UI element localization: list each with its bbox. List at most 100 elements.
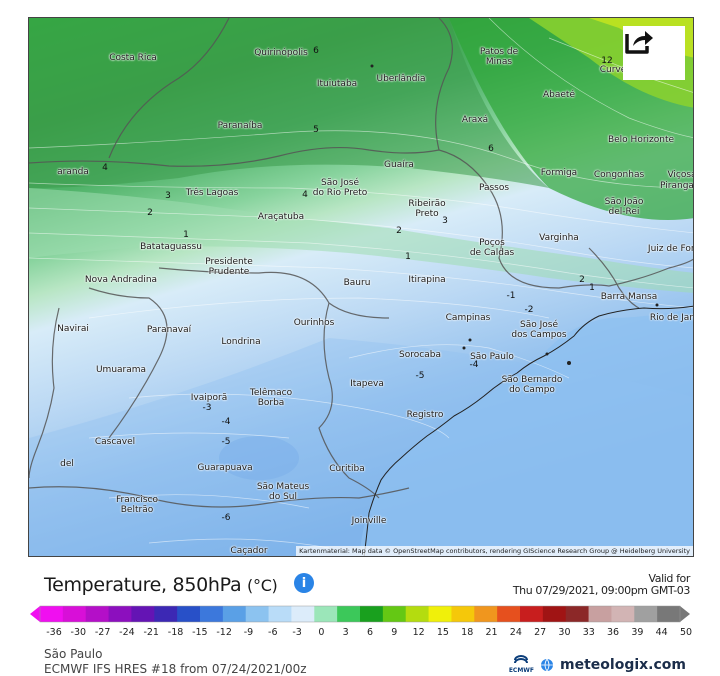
city-label: Registro xyxy=(406,410,444,420)
scale-frame xyxy=(39,605,681,623)
scale-tick-label: -21 xyxy=(143,627,159,638)
scale-swatch xyxy=(657,606,681,622)
city-label: Ribeirão Preto xyxy=(408,199,446,219)
scale-swatch xyxy=(62,606,87,622)
scale-tick-label: -24 xyxy=(119,627,135,638)
city-label: aranda xyxy=(57,167,89,177)
city-label: São Mateus do Sul xyxy=(256,482,310,502)
brand[interactable]: ECMWF meteologix.com xyxy=(509,655,686,674)
scale-swatch xyxy=(131,606,155,622)
city-label: Paranavaí xyxy=(146,325,192,335)
valid-label: Valid for xyxy=(648,572,690,585)
isotherm-value: 6 xyxy=(313,46,319,56)
legend-unit: (°C) xyxy=(247,576,278,595)
scale-swatch xyxy=(565,606,590,622)
city-label: Rio de Janeiro xyxy=(649,313,694,323)
share-button[interactable] xyxy=(623,26,685,80)
city-label: Presidente Prudente xyxy=(205,257,253,277)
city-label: Belo Horizonte xyxy=(607,135,675,145)
isotherm-value: 12 xyxy=(601,56,613,66)
isotherm-value: 2 xyxy=(396,226,402,236)
model-info: ECMWF IFS HRES #18 from 07/24/2021/00z xyxy=(44,662,307,676)
scale-swatch xyxy=(200,606,224,622)
isotherm-value: -6 xyxy=(221,513,231,523)
city-label: Bauru xyxy=(343,278,371,288)
scale-swatch xyxy=(497,606,521,622)
scale-tick-label: 33 xyxy=(582,627,595,638)
scale-swatch xyxy=(428,606,452,622)
scale-tick-label: 15 xyxy=(436,627,449,638)
isotherm-value: -3 xyxy=(202,403,212,413)
scale-swatch xyxy=(360,606,384,622)
green-band xyxy=(29,18,549,188)
scale-tick-label: 18 xyxy=(461,627,474,638)
scale-tick-label: -9 xyxy=(243,627,254,638)
city-label: Araxá xyxy=(461,115,489,125)
city-label: Cascavel xyxy=(94,437,136,447)
temperature-map[interactable]: Costa Rica Quirinópolis Patos de Minas Curve… xyxy=(28,17,694,557)
scale-tick-label: 6 xyxy=(366,627,374,638)
city-label: Patos de Minas xyxy=(479,47,519,67)
isotherm-value: 4 xyxy=(102,163,108,173)
city-label: Três Lagoas xyxy=(185,188,239,198)
color-scale xyxy=(30,605,690,623)
city-dots xyxy=(370,64,659,365)
city-label: Ivaiporã xyxy=(190,393,228,403)
city-label: Curvelo xyxy=(599,65,635,75)
scale-tick-label: -12 xyxy=(216,627,232,638)
scale-tick-label: 9 xyxy=(391,627,398,638)
isotherm-value: 1 xyxy=(405,252,411,262)
city-label: Costa Rica xyxy=(109,53,157,63)
city-label: Passos xyxy=(478,183,510,193)
isotherm-value: -2 xyxy=(524,305,534,315)
city-label: Ourinhos xyxy=(293,318,335,328)
city-label: Abaeté xyxy=(543,90,575,100)
scale-tick-label: -6 xyxy=(268,627,278,638)
coastline xyxy=(363,305,693,556)
scale-tick-label: 27 xyxy=(534,627,547,638)
scale-tick-label: -3 xyxy=(292,627,302,638)
ecmwf-text: ECMWF xyxy=(508,667,535,674)
info-button[interactable]: i xyxy=(294,573,314,593)
isotherm-value: 3 xyxy=(165,191,171,201)
city-label: Francisco Beltrão xyxy=(115,495,159,515)
scale-swatch xyxy=(40,606,64,622)
isotherm-value: 2 xyxy=(147,208,153,218)
city-label: del xyxy=(60,459,74,469)
location-name: São Paulo xyxy=(44,647,103,661)
scale-tick-label: -30 xyxy=(70,627,87,638)
city-label: Ituiutaba xyxy=(316,79,358,89)
isotherm-value: 2 xyxy=(579,275,585,285)
city-label: Navirai xyxy=(57,324,89,334)
scale-arrow-right xyxy=(680,606,690,622)
scale-swatch xyxy=(611,606,635,622)
city-label: Viçosa xyxy=(667,170,694,180)
scale-tick-label: -18 xyxy=(167,627,184,638)
isotherm-value: -1 xyxy=(506,291,516,301)
city-label: Itapeva xyxy=(350,379,384,389)
isotherm-value: -5 xyxy=(221,437,231,447)
scale-tick-label: 3 xyxy=(342,627,349,638)
city-label: Joinville xyxy=(351,516,387,526)
scale-swatch xyxy=(177,606,201,622)
city-label: Varginha xyxy=(539,233,579,243)
isotherm-value: -4 xyxy=(469,360,479,370)
scale-tick-label: 0 xyxy=(318,627,325,638)
info-icon: i xyxy=(301,575,307,591)
city-label: Araçatuba xyxy=(257,212,305,222)
city-label: Quirinópolis xyxy=(254,48,308,58)
scale-swatch xyxy=(268,606,292,622)
isotherm-value: 4 xyxy=(302,190,308,200)
city-label: Batataguassu xyxy=(140,242,202,252)
scale-swatch xyxy=(520,606,544,622)
share-icon xyxy=(625,31,653,54)
city-label: Poços de Caldas xyxy=(469,238,515,258)
city-label: Curitiba xyxy=(329,464,365,474)
scale-swatch xyxy=(634,606,658,622)
state-borders xyxy=(29,18,693,508)
scale-swatch xyxy=(222,606,247,622)
scale-swatch xyxy=(382,606,407,622)
scale-tick-label: 24 xyxy=(509,627,522,638)
scale-swatch xyxy=(588,606,612,622)
isotherm-value: -5 xyxy=(415,371,425,381)
